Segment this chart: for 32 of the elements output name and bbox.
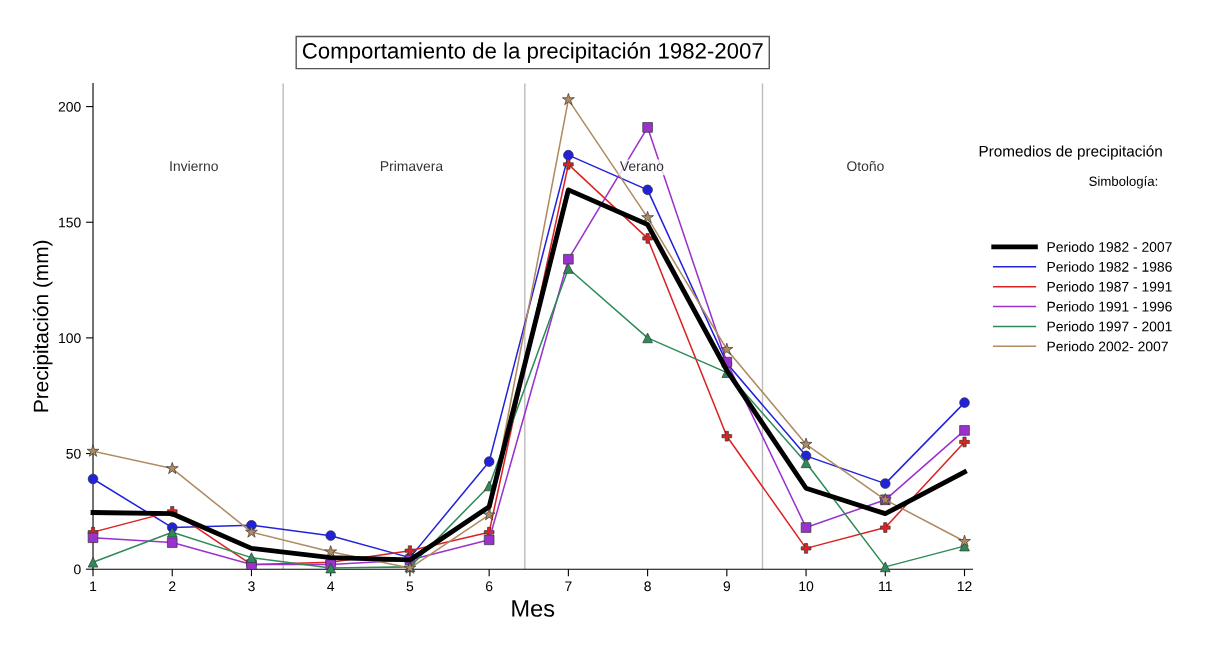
x-tick-label: 2	[169, 581, 176, 592]
x-tick-label: 4	[327, 581, 335, 592]
y-tick-label: 100	[59, 333, 81, 344]
legend-label: Periodo 1982 - 1986	[1047, 261, 1172, 272]
chart-title: Comportamiento de la precipitación 1982-2007	[302, 42, 763, 64]
x-tick-label: 1	[90, 581, 97, 592]
x-tick-label: 7	[565, 581, 572, 592]
y-tick-label: 150	[59, 217, 81, 228]
x-axis-title: Mes	[512, 600, 555, 617]
text: Simbología:	[1089, 176, 1158, 189]
y-tick-label: 0	[74, 564, 81, 575]
x-tick-label: 10	[799, 581, 814, 592]
annotation: Primavera	[380, 160, 444, 172]
legend-label: Periodo 2002- 2007	[1047, 341, 1168, 352]
x-tick-label: 9	[723, 581, 731, 592]
legend-label: Periodo 1997 - 2001	[1047, 321, 1172, 332]
legend-label: Periodo 1982 - 2007	[1047, 241, 1172, 252]
annotation: Otoño	[847, 160, 884, 172]
legend-label: Periodo 1987 - 1991	[1047, 281, 1172, 292]
y-tick-label: 50	[66, 448, 81, 459]
x-tick-label: 12	[957, 581, 972, 592]
x-tick-label: 8	[644, 581, 651, 592]
x-tick-label: 3	[248, 581, 255, 592]
x-tick-label: 11	[879, 581, 892, 592]
y-tick-label: 200	[58, 101, 81, 112]
x-tick-label: 6	[486, 581, 493, 592]
legend-label: Periodo 1991 - 1996	[1047, 301, 1172, 312]
y-axis-title: Precipitación (mm)	[32, 240, 53, 412]
x-tick-label: 5	[406, 581, 414, 592]
legend-title: Promedios de precipitación	[979, 145, 1162, 160]
annotation: Invierno	[170, 160, 218, 172]
annotation: Verano	[619, 161, 664, 172]
